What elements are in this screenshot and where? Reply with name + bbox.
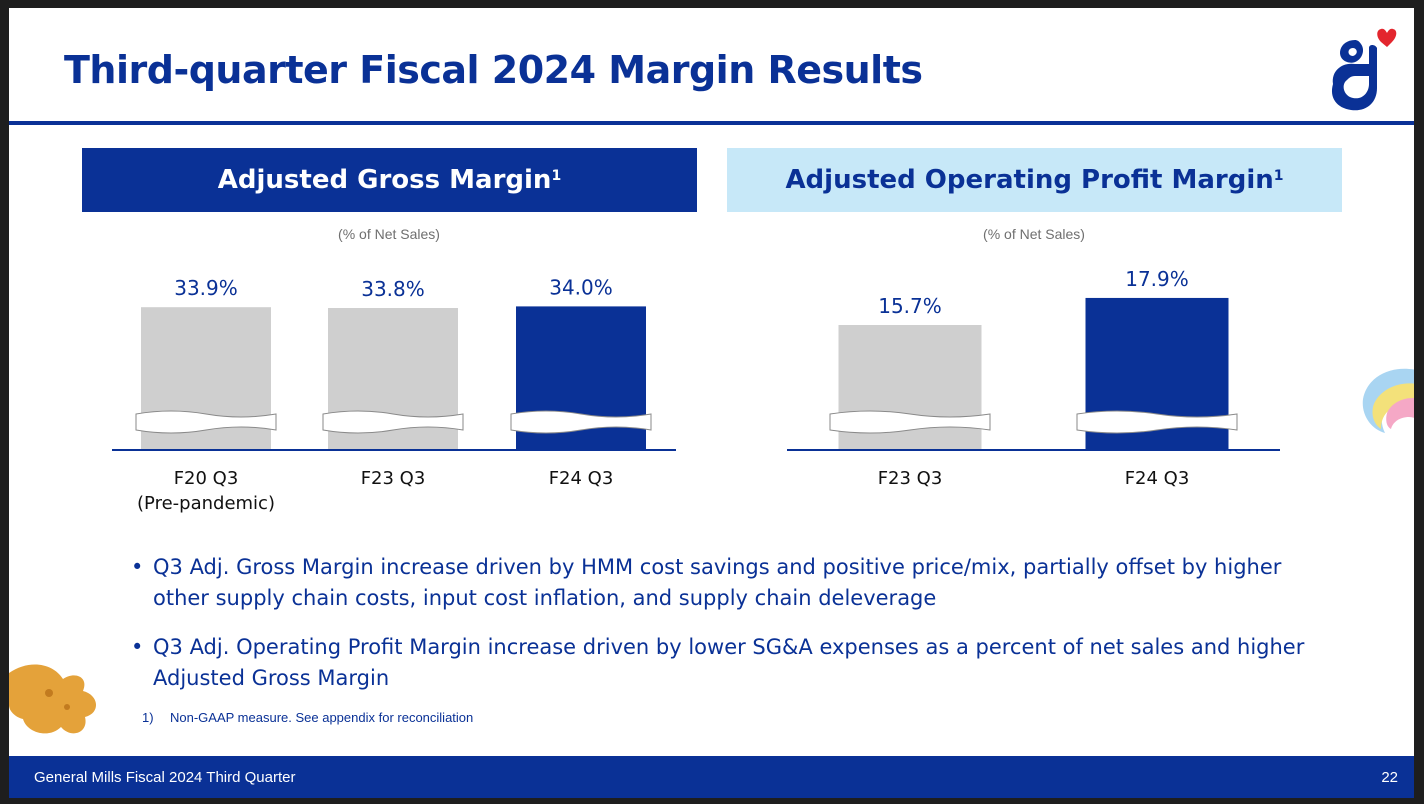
category-label: F24 Q3 bbox=[1125, 468, 1190, 489]
data-label: 15.7% bbox=[878, 294, 942, 318]
bullet-dot: • bbox=[131, 635, 144, 659]
page-title: Third-quarter Fiscal 2024 Margin Results bbox=[64, 48, 923, 92]
footnote-number: 1) bbox=[142, 710, 154, 725]
general-mills-logo-icon bbox=[1331, 28, 1397, 111]
footer-bar: General Mills Fiscal 2024 Third Quarter … bbox=[9, 756, 1414, 798]
category-label: F20 Q3 bbox=[174, 468, 239, 489]
footnote-marker: 1 bbox=[1273, 168, 1284, 184]
gross-margin-header-text: Adjusted Gross Margin bbox=[217, 165, 552, 195]
axis-break-mark bbox=[322, 410, 464, 434]
axis-break-mark bbox=[829, 410, 991, 434]
commentary-bullets: • Q3 Adj. Gross Margin increase driven b… bbox=[127, 552, 1307, 712]
margin-charts: 33.9% F20 Q3 (Pre-pandemic) 33.8% F23 Q3 34.0… bbox=[112, 267, 1280, 514]
footnote: 1) Non-GAAP measure. See appendix for rec… bbox=[142, 710, 473, 725]
operating-margin-header: Adjusted Operating Profit Margin 1 bbox=[727, 148, 1342, 212]
operating-margin-subtitle: (% of Net Sales) bbox=[983, 226, 1085, 242]
gross-margin-header: Adjusted Gross Margin 1 bbox=[82, 148, 697, 212]
data-label: 33.9% bbox=[174, 276, 238, 300]
operating-margin-header-text: Adjusted Operating Profit Margin bbox=[785, 165, 1274, 195]
bullet-text: Q3 Adj. Gross Margin increase driven by … bbox=[153, 555, 1282, 610]
axis-break-mark bbox=[510, 410, 652, 434]
footnote-text: Non-GAAP measure. See appendix for recon… bbox=[170, 710, 474, 725]
footnote-marker: 1 bbox=[551, 168, 562, 184]
gross-margin-subtitle: (% of Net Sales) bbox=[338, 226, 440, 242]
category-label: (Pre-pandemic) bbox=[137, 493, 275, 514]
page-number: 22 bbox=[1381, 769, 1398, 786]
title-divider bbox=[9, 121, 1414, 125]
bullet-dot: • bbox=[131, 555, 144, 579]
axis-break-mark bbox=[135, 410, 277, 434]
footer-text: General Mills Fiscal 2024 Third Quarter bbox=[34, 769, 296, 786]
category-label: F23 Q3 bbox=[361, 468, 426, 489]
data-label: 33.8% bbox=[361, 277, 425, 301]
category-label: F23 Q3 bbox=[878, 468, 943, 489]
bullet-item: • Q3 Adj. Gross Margin increase driven b… bbox=[127, 552, 1307, 614]
slide: Third-quarter Fiscal 2024 Margin Results… bbox=[9, 8, 1414, 798]
goldfish-cracker-image bbox=[9, 664, 97, 734]
cereal-piece-image bbox=[1362, 368, 1414, 433]
data-label: 17.9% bbox=[1125, 267, 1189, 291]
bullet-item: • Q3 Adj. Operating Profit Margin increa… bbox=[127, 632, 1307, 694]
data-label: 34.0% bbox=[549, 275, 613, 299]
axis-break-mark bbox=[1076, 410, 1238, 434]
category-label: F24 Q3 bbox=[549, 468, 614, 489]
bullet-text: Q3 Adj. Operating Profit Margin increase… bbox=[153, 635, 1305, 690]
